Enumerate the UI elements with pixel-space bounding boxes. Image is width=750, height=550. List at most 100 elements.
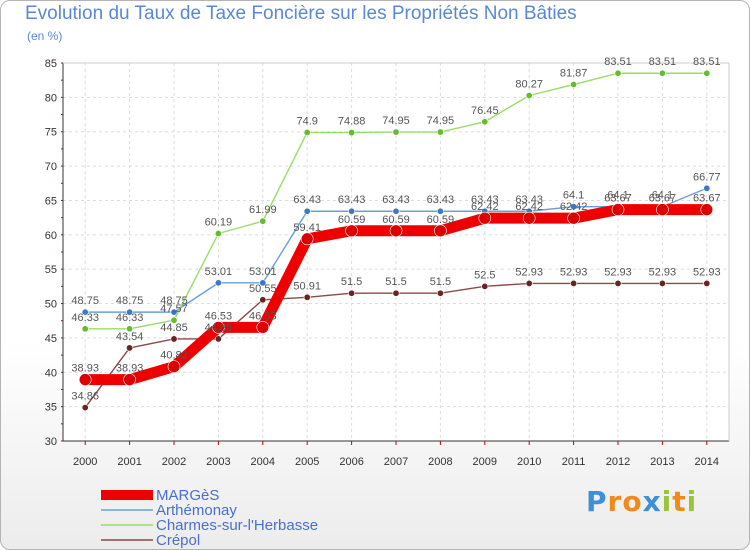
data-point <box>345 224 358 238</box>
data-point <box>481 118 489 126</box>
x-tick-label: 2001 <box>117 456 141 468</box>
x-tick-label: 2005 <box>295 456 319 468</box>
data-label: 52.93 <box>649 266 677 278</box>
data-label: 52.93 <box>604 266 632 278</box>
x-tick-label: 2011 <box>562 456 586 468</box>
data-point <box>478 211 492 225</box>
data-point <box>703 184 711 192</box>
legend: MARGèSArthémonayCharmes-sur-l'HerbasseCr… <box>101 487 318 549</box>
axes: 30 35 40 45 50 55 60 65 70 75 80 85 2000 2001 2002 2003… <box>45 58 730 468</box>
y-tick-label: 80 <box>45 92 57 104</box>
data-label: 52.5 <box>474 269 495 281</box>
data-label: 60.19 <box>205 217 233 229</box>
data-label: 38.93 <box>71 363 99 375</box>
data-label: 83.51 <box>693 56 721 68</box>
proxiti-logo: Proxiti <box>586 485 697 518</box>
x-tick-label: 2000 <box>73 456 97 468</box>
data-point <box>259 217 267 225</box>
data-point <box>611 203 625 216</box>
data-label: 40.82 <box>160 350 188 362</box>
legend-label: Charmes-sur-l'Herbasse <box>156 517 318 534</box>
grid-lines <box>63 62 729 442</box>
data-label: 74.88 <box>338 116 366 128</box>
legend-label: MARGèS <box>156 487 219 504</box>
data-point <box>703 69 711 77</box>
chart-title: Evolution du Taux de Taxe Foncière sur l… <box>25 3 577 24</box>
data-label: 52.93 <box>515 266 543 278</box>
data-point <box>436 289 444 297</box>
data-point <box>522 211 536 225</box>
data-point <box>658 279 666 287</box>
data-label: 63.43 <box>515 194 543 206</box>
data-point <box>167 360 181 373</box>
data-label: 83.51 <box>604 56 632 68</box>
y-tick-label: 70 <box>45 161 57 173</box>
x-tick-label: 2014 <box>695 456 719 468</box>
data-label: 63.67 <box>693 193 721 205</box>
x-tick-label: 2008 <box>428 456 452 468</box>
data-label: 59.41 <box>293 222 321 234</box>
data-point <box>389 224 403 238</box>
y-tick-label: 55 <box>45 264 57 276</box>
logo-letter: t <box>672 485 687 518</box>
data-label: 83.51 <box>649 56 677 68</box>
y-tick-label: 65 <box>45 195 57 207</box>
data-label: 63.67 <box>604 193 632 205</box>
legend-label: Arthémonay <box>156 502 237 519</box>
data-point <box>392 289 400 297</box>
data-point <box>256 321 270 334</box>
data-label: 48.75 <box>116 295 144 307</box>
data-point <box>212 321 225 334</box>
data-point <box>570 203 578 211</box>
data-point <box>170 335 178 343</box>
data-label: 50.55 <box>249 283 277 295</box>
data-point <box>436 207 444 215</box>
data-point <box>303 207 311 215</box>
y-tick-label: 30 <box>45 436 57 448</box>
data-point <box>614 279 622 287</box>
data-point <box>392 128 400 136</box>
data-point <box>481 282 489 290</box>
data-point <box>570 279 578 287</box>
data-label: 53.01 <box>205 266 233 278</box>
data-point <box>303 293 311 301</box>
data-label: 48.75 <box>160 295 188 307</box>
logo-letter: x <box>642 485 662 518</box>
data-point <box>170 316 178 324</box>
data-label: 63.43 <box>293 194 321 206</box>
data-label: 63.43 <box>471 194 499 206</box>
chart-unit-label: (en %) <box>27 29 63 43</box>
logo-letter: i <box>661 485 673 518</box>
data-point <box>300 232 314 246</box>
data-label: 64.1 <box>563 190 584 202</box>
y-tick-label: 85 <box>45 58 57 70</box>
data-label: 46.33 <box>71 312 99 324</box>
y-tick-label: 50 <box>45 299 57 311</box>
x-tick-label: 2013 <box>650 456 674 468</box>
data-label: 53.01 <box>249 266 277 278</box>
data-point <box>434 224 447 238</box>
data-label: 48.75 <box>71 295 99 307</box>
data-point <box>170 308 178 316</box>
data-label: 38.93 <box>116 363 144 375</box>
data-label: 50.91 <box>293 280 321 292</box>
x-tick-label: 2003 <box>206 456 230 468</box>
y-tick-label: 60 <box>45 230 57 242</box>
data-point <box>436 128 444 136</box>
data-point <box>392 207 400 215</box>
data-point <box>259 296 267 304</box>
y-tick-label: 75 <box>45 127 57 139</box>
data-label: 74.9 <box>296 115 317 127</box>
data-label: 52.93 <box>693 266 721 278</box>
data-point <box>78 373 92 386</box>
x-tick-label: 2007 <box>384 456 408 468</box>
data-point <box>348 289 356 297</box>
data-point <box>126 325 134 333</box>
y-tick-label: 35 <box>45 402 57 414</box>
logo-letter: r <box>607 485 623 518</box>
data-label: 62.42 <box>471 201 499 213</box>
y-tick-label: 45 <box>45 333 57 345</box>
logo-letter: i <box>686 485 698 518</box>
